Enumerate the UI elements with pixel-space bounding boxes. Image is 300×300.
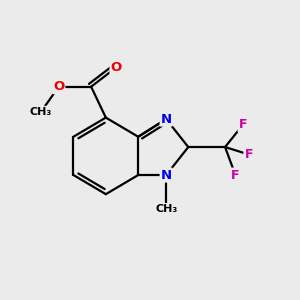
Text: F: F [244, 148, 253, 161]
Text: N: N [160, 169, 172, 182]
Text: O: O [53, 80, 64, 93]
Text: N: N [160, 112, 172, 126]
Text: F: F [238, 118, 247, 131]
Text: O: O [110, 61, 122, 74]
Text: CH₃: CH₃ [30, 107, 52, 117]
Text: CH₃: CH₃ [155, 204, 177, 214]
Text: F: F [231, 169, 240, 182]
